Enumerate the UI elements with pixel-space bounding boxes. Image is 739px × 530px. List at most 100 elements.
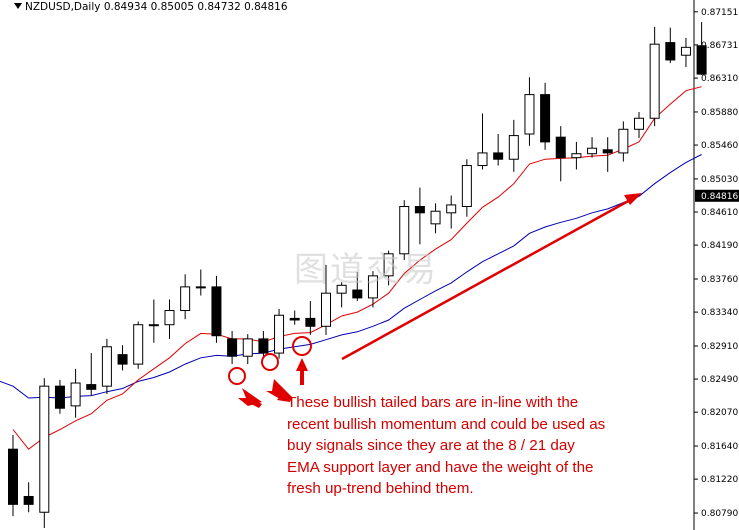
annotation-line: EMA support layer and have the weight of… bbox=[287, 458, 594, 476]
candle-body-bear bbox=[665, 42, 676, 61]
candle bbox=[336, 282, 347, 308]
candle bbox=[649, 26, 660, 127]
annotation-line: buy signals since they are at the 8 / 21… bbox=[287, 437, 575, 454]
candle bbox=[383, 250, 394, 286]
marker-circle-3 bbox=[292, 336, 312, 356]
candle-body-bear bbox=[305, 317, 316, 327]
current-price-box bbox=[695, 189, 739, 202]
annotation-line: recent bullish momentum and could be use… bbox=[287, 415, 606, 433]
arrow-1-shaft bbox=[245, 397, 262, 408]
candle-body-bull bbox=[618, 128, 629, 154]
candle bbox=[352, 271, 363, 302]
candle bbox=[86, 353, 97, 396]
candle-body-bull bbox=[164, 310, 175, 326]
y-tick-label: 0.85880 bbox=[701, 108, 738, 118]
current-price-tag: 0.84816 bbox=[695, 189, 739, 202]
annotation-line: These bullish tailed bars are in-line wi… bbox=[287, 394, 579, 411]
candle-body-bear bbox=[540, 94, 551, 143]
y-tick-label: 0.82910 bbox=[701, 342, 738, 352]
candle-body-bear bbox=[555, 136, 566, 159]
candle-body-bear bbox=[23, 495, 34, 505]
candle-body-bear bbox=[227, 338, 238, 357]
candle-body-bull bbox=[680, 46, 691, 56]
signal-arrows bbox=[238, 358, 308, 408]
candle bbox=[133, 321, 144, 369]
candle-body-bull bbox=[508, 135, 519, 160]
candle bbox=[540, 82, 551, 150]
y-tick-label: 0.86731 bbox=[701, 41, 738, 51]
candle-body-bull bbox=[399, 206, 410, 255]
y-axis-ticks: 0.87151 0.86731 0.86310 0.85880 0.85460 0.850… bbox=[694, 8, 738, 519]
y-tick-label: 0.82070 bbox=[701, 408, 738, 418]
candle bbox=[696, 22, 707, 75]
candle bbox=[289, 310, 300, 325]
y-tick-label: 0.85460 bbox=[701, 141, 738, 151]
candle bbox=[493, 134, 504, 166]
dropdown-triangle-icon[interactable] bbox=[14, 3, 22, 9]
candle-body-bear bbox=[414, 206, 425, 214]
candle bbox=[274, 308, 285, 359]
candle bbox=[180, 274, 191, 320]
candle bbox=[54, 379, 65, 414]
candle-body-bull bbox=[242, 338, 253, 357]
candle bbox=[508, 119, 519, 172]
chart-header: NZDUSD,Daily 0.84934 0.85005 0.84732 0.8… bbox=[14, 1, 288, 13]
arrow-2 bbox=[266, 379, 292, 399]
candle bbox=[39, 378, 50, 528]
candle bbox=[117, 345, 128, 371]
candle bbox=[602, 137, 613, 172]
annotation-text: These bullish tailed bars are in-line wi… bbox=[287, 392, 647, 500]
candle-body-bull bbox=[70, 382, 81, 407]
candle-body-bear bbox=[8, 448, 18, 505]
candle-body-bear bbox=[352, 289, 363, 299]
candle-body-bull bbox=[571, 153, 582, 159]
current-price-label: 0.84816 bbox=[701, 192, 738, 202]
y-tick-label: 0.83340 bbox=[701, 308, 738, 318]
candle bbox=[148, 299, 159, 343]
candle-body-bull bbox=[383, 253, 394, 277]
annotation-line: fresh up-trend behind them. bbox=[287, 480, 474, 497]
candle-body-bull bbox=[133, 324, 144, 365]
arrow-2-shaft bbox=[277, 396, 292, 402]
y-tick-label: 0.86310 bbox=[701, 74, 738, 84]
candle-body-bull bbox=[336, 284, 347, 294]
trend-arrow bbox=[341, 193, 642, 361]
candle bbox=[8, 435, 18, 517]
candle-body-bull bbox=[321, 292, 331, 327]
candle bbox=[555, 126, 566, 182]
watermark: 图道交易 bbox=[294, 250, 438, 290]
signal-markers bbox=[228, 336, 312, 385]
candle-body-bull bbox=[148, 324, 159, 327]
ohlc-values: 0.84934 0.85005 0.84732 0.84816 bbox=[103, 1, 288, 13]
candle bbox=[571, 141, 582, 170]
candle bbox=[461, 159, 472, 217]
candle-body-bull bbox=[461, 165, 472, 208]
candle-body-bull bbox=[524, 94, 535, 135]
y-tick-label: 0.84610 bbox=[701, 208, 738, 218]
candle-body-bull bbox=[634, 117, 644, 130]
candle bbox=[665, 27, 676, 64]
candle bbox=[164, 299, 175, 339]
y-tick-label: 0.83760 bbox=[701, 275, 738, 285]
symbol-label: NZDUSD,Daily bbox=[25, 1, 101, 13]
candle-body-bull bbox=[649, 43, 660, 119]
y-tick-label: 0.80790 bbox=[701, 509, 738, 519]
marker-circle-2 bbox=[261, 353, 279, 371]
candle-body-bear bbox=[258, 338, 269, 354]
y-tick-label: 0.84190 bbox=[701, 241, 738, 251]
candle-body-bull bbox=[430, 210, 441, 225]
candle-body-bull bbox=[101, 346, 112, 387]
y-tick-label: 0.87151 bbox=[701, 8, 738, 18]
candle bbox=[23, 482, 34, 513]
candle bbox=[242, 334, 253, 365]
marker-circle-1 bbox=[228, 367, 246, 385]
candle bbox=[680, 37, 691, 68]
candle bbox=[587, 137, 598, 158]
arrow-3 bbox=[296, 358, 308, 385]
candle-body-bear bbox=[493, 152, 504, 160]
candle-body-bull bbox=[274, 314, 285, 354]
candle bbox=[195, 269, 206, 296]
candle bbox=[414, 187, 425, 245]
candle bbox=[430, 203, 441, 234]
y-tick-label: 0.85030 bbox=[701, 175, 738, 185]
